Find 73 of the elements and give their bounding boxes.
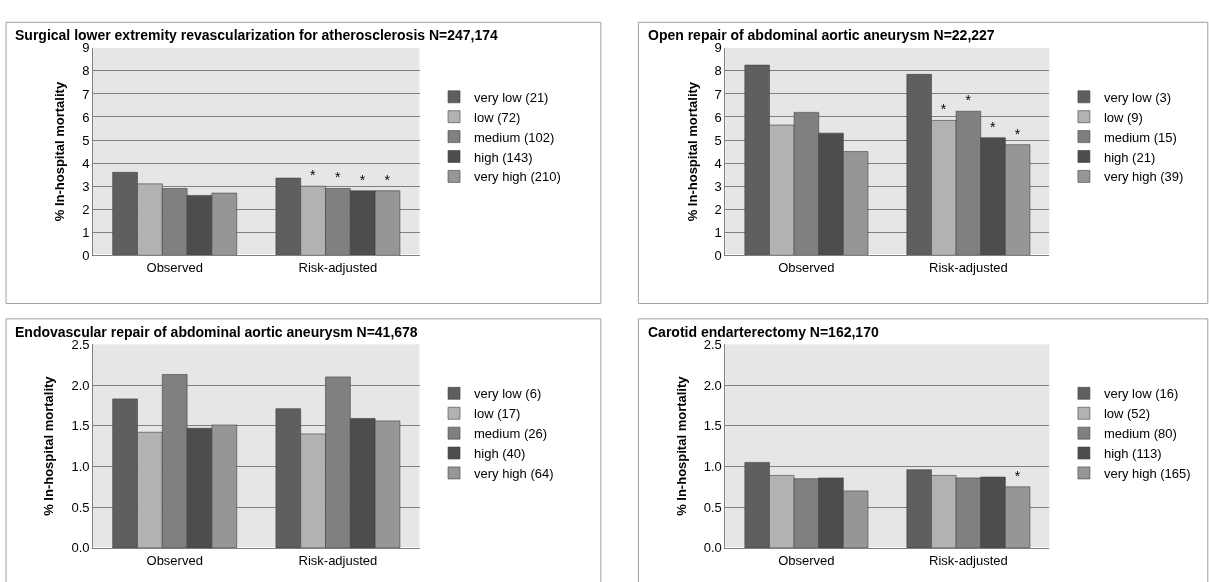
legend-label: medium (26): [474, 426, 547, 442]
legend-label: high (113): [1103, 446, 1162, 462]
x-tick-label: Observed: [778, 259, 835, 275]
legend-label: high (21): [1103, 149, 1156, 165]
data-label: *: [965, 92, 972, 109]
data-label: *: [1014, 467, 1021, 484]
legend-label: low (52): [1103, 406, 1151, 422]
y-tick-label: 2: [714, 201, 722, 217]
y-tick-label: 4: [714, 155, 722, 171]
x-tick-label: Risk-adjusted: [298, 259, 378, 275]
legend-label: very low (21): [474, 89, 549, 105]
y-tick-label: 5: [714, 132, 722, 148]
y-tick-label: 0.0: [703, 540, 722, 556]
y-tick-label: 6: [82, 109, 90, 125]
x-tick-label: Observed: [146, 552, 203, 568]
y-tick-label: 7: [82, 86, 90, 102]
y-tick-label: 6: [714, 109, 722, 125]
y-tick-label: 9: [714, 40, 722, 56]
y-tick-label: 0.0: [71, 540, 90, 556]
y-tick-label: 7: [714, 86, 722, 102]
y-axis-title: % In-hospital mortality: [684, 81, 700, 222]
legend-label: medium (102): [474, 129, 555, 145]
legend-label: very high (210): [474, 169, 561, 185]
data-label: *: [940, 101, 947, 118]
legend-label: very high (39): [1103, 169, 1184, 185]
legend-label: low (72): [474, 109, 521, 125]
data-label: *: [990, 118, 997, 135]
y-axis-title: % In-hospital mortality: [673, 375, 689, 516]
legend-label: high (143): [474, 149, 533, 165]
y-tick-label: 0: [714, 247, 722, 263]
y-tick-label: 2.0: [703, 377, 722, 393]
y-tick-label: 1.0: [71, 459, 90, 475]
legend-label: very low (16): [1103, 386, 1179, 402]
y-tick-label: 0.5: [703, 499, 722, 515]
legend-label: medium (15): [1103, 129, 1177, 145]
x-tick-label: Risk-adjusted: [929, 259, 1008, 275]
legend-label: very high (64): [474, 466, 554, 482]
y-tick-label: 1: [82, 224, 90, 240]
x-tick-label: Observed: [146, 259, 203, 275]
legend-label: medium (80): [1103, 426, 1177, 442]
y-tick-label: 8: [82, 63, 90, 79]
x-tick-label: Risk-adjusted: [929, 552, 1008, 568]
legend-label: high (40): [474, 446, 526, 462]
data-label: *: [310, 167, 317, 184]
chart-title: Surgical lower extremity revascularization for atherosclerosis N=247,174: [15, 27, 499, 43]
data-label: *: [1014, 125, 1021, 142]
y-tick-label: 1.0: [703, 459, 722, 475]
y-tick-label: 4: [82, 155, 90, 171]
y-tick-label: 3: [82, 178, 90, 194]
legend-label: low (17): [474, 406, 521, 422]
y-tick-label: 2: [82, 201, 90, 217]
data-label: *: [384, 171, 391, 188]
legend-label: very high (165): [1103, 466, 1191, 482]
y-tick-label: 5: [82, 132, 90, 148]
x-tick-label: Observed: [778, 552, 835, 568]
y-tick-label: 0.5: [71, 499, 90, 515]
y-tick-label: 3: [714, 178, 722, 194]
y-tick-label: 9: [82, 40, 90, 56]
y-tick-label: 1.5: [71, 418, 90, 434]
chart-title: Open repair of abdominal aortic aneurysm N=22,227: [648, 27, 995, 43]
y-axis-title: % In-hospital mortality: [52, 81, 68, 222]
y-tick-label: 0: [82, 247, 90, 263]
data-label: *: [334, 169, 341, 186]
legend-label: very low (3): [1103, 89, 1172, 105]
y-tick-label: 1: [714, 224, 722, 240]
y-tick-label: 8: [714, 63, 722, 79]
legend-label: very low (6): [474, 386, 542, 402]
y-tick-label: 2.0: [71, 377, 90, 393]
legend-label: low (9): [1103, 109, 1143, 125]
x-tick-label: Risk-adjusted: [298, 552, 378, 568]
y-tick-label: 1.5: [703, 418, 722, 434]
y-axis-title: % In-hospital mortality: [41, 375, 57, 516]
data-label: *: [359, 171, 366, 188]
